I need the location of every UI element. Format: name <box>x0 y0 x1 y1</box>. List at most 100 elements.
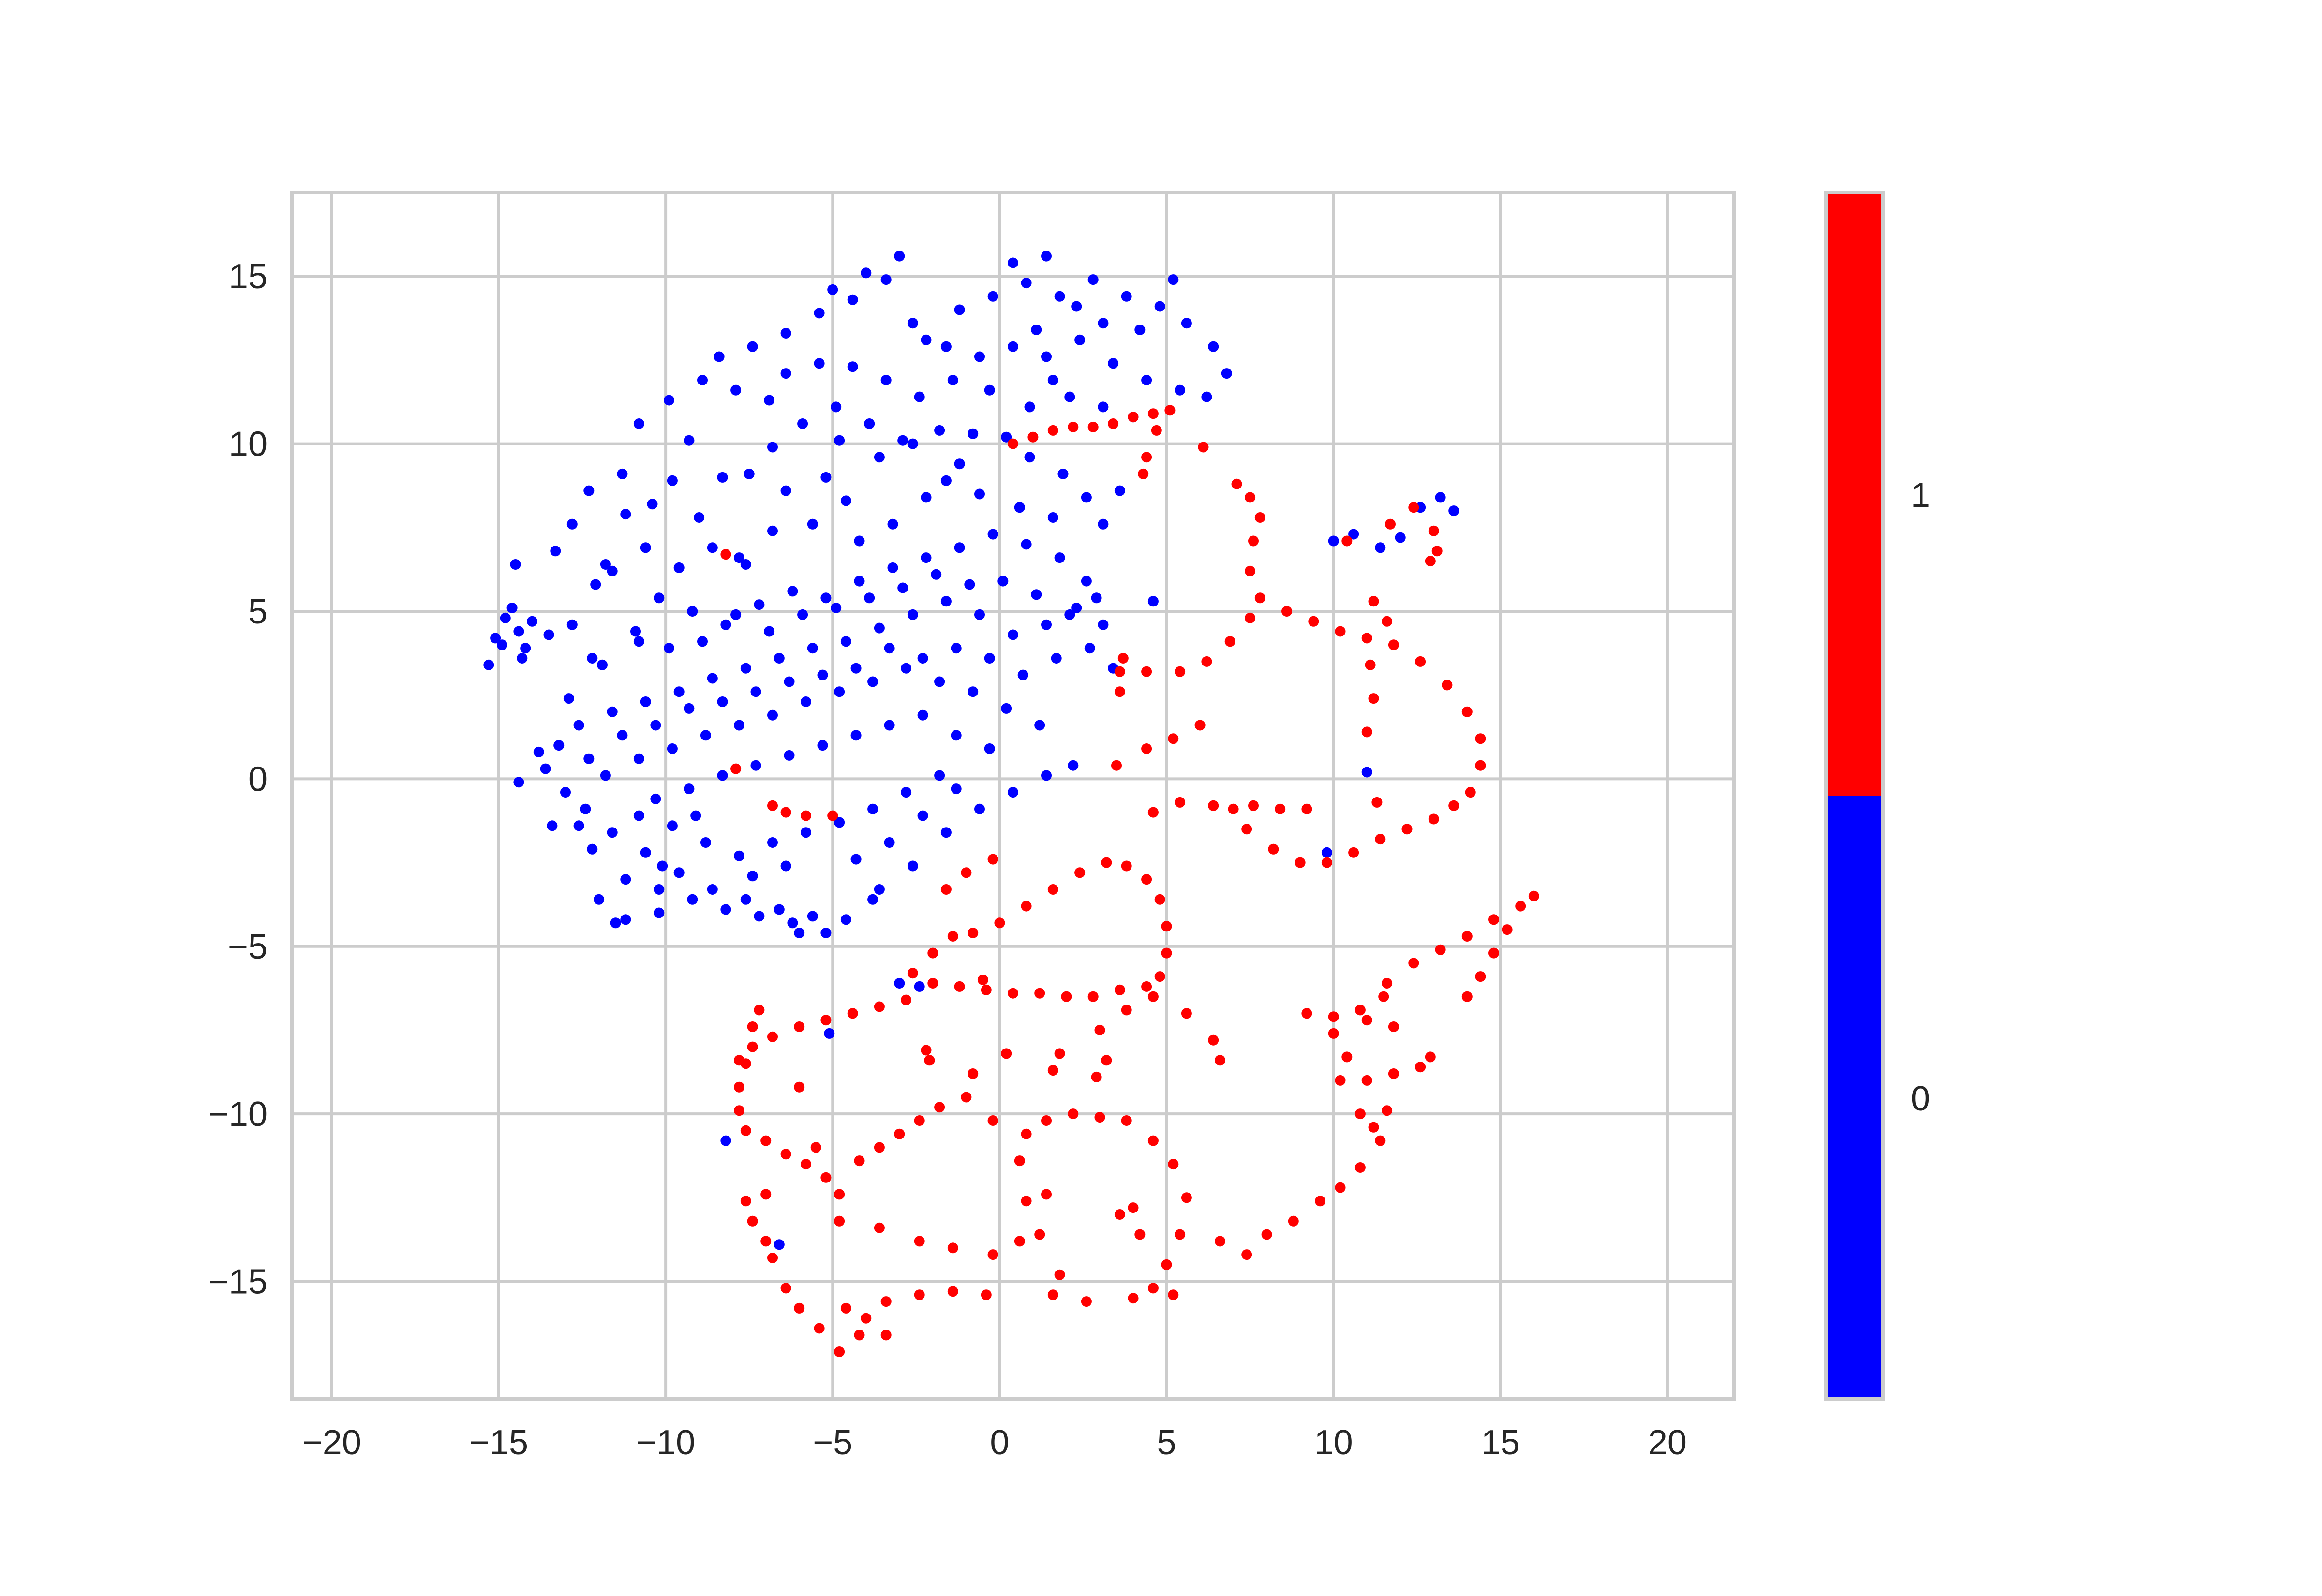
scatter-point-class-0 <box>563 693 574 704</box>
scatter-point-class-1 <box>1448 800 1459 811</box>
x-tick-label: −15 <box>469 1423 528 1462</box>
scatter-point-class-1 <box>794 1021 805 1032</box>
scatter-point-class-0 <box>566 619 578 630</box>
scatter-point-class-1 <box>760 1189 772 1200</box>
scatter-point-class-0 <box>874 884 885 895</box>
scatter-point-class-0 <box>867 676 878 687</box>
scatter-point-class-1 <box>747 1215 758 1227</box>
scatter-point-class-0 <box>754 911 765 922</box>
x-tick-label: −10 <box>636 1423 695 1462</box>
scatter-point-class-0 <box>620 914 631 925</box>
scatter-point-class-0 <box>684 435 695 446</box>
scatter-point-class-0 <box>1168 274 1179 285</box>
scatter-point-class-1 <box>820 1015 832 1026</box>
scatter-point-class-0 <box>717 472 728 483</box>
scatter-point-class-0 <box>1054 291 1065 302</box>
scatter-point-class-0 <box>697 375 708 385</box>
scatter-point-class-0 <box>784 750 795 761</box>
scatter-point-class-0 <box>987 291 998 302</box>
scatter-point-class-1 <box>1335 1182 1346 1193</box>
scatter-point-class-1 <box>1114 984 1125 995</box>
scatter-point-class-1 <box>1138 468 1149 479</box>
scatter-point-class-1 <box>1061 991 1072 1002</box>
scatter-point-class-1 <box>968 1068 979 1079</box>
scatter-point-class-0 <box>807 518 818 530</box>
scatter-point-class-1 <box>1147 408 1159 419</box>
scatter-point-class-0 <box>673 562 685 573</box>
scatter-point-class-0 <box>780 485 791 496</box>
scatter-point-class-1 <box>1108 418 1119 429</box>
scatter-point-class-1 <box>1047 1065 1058 1076</box>
scatter-point-class-0 <box>764 626 775 637</box>
scatter-point-class-1 <box>1161 947 1172 959</box>
scatter-point-class-0 <box>754 599 765 610</box>
scatter-point-class-1 <box>1128 1202 1139 1213</box>
scatter-point-class-1 <box>1528 890 1539 901</box>
scatter-point-class-1 <box>1068 421 1079 432</box>
scatter-point-class-0 <box>583 485 595 496</box>
scatter-point-class-1 <box>1368 1122 1379 1133</box>
scatter-point-class-0 <box>1054 552 1065 563</box>
scatter-point-class-1 <box>874 1001 885 1012</box>
scatter-point-class-0 <box>820 472 832 483</box>
scatter-point-class-0 <box>1008 257 1018 268</box>
scatter-point-class-0 <box>824 1028 835 1039</box>
scatter-point-class-1 <box>1147 1135 1159 1146</box>
scatter-point-class-0 <box>600 770 611 781</box>
scatter-point-class-0 <box>640 542 651 553</box>
scatter-point-class-1 <box>1021 1128 1032 1139</box>
scatter-point-class-1 <box>801 810 811 821</box>
scatter-point-class-0 <box>747 341 758 352</box>
scatter-point-class-1 <box>760 1135 772 1146</box>
scatter-point-class-0 <box>590 579 601 590</box>
scatter-point-class-0 <box>730 609 742 620</box>
scatter-point-class-0 <box>667 743 678 754</box>
scatter-point-class-1 <box>1341 1051 1353 1063</box>
scatter-point-class-1 <box>1121 860 1132 872</box>
scatter-point-class-0 <box>700 730 711 741</box>
scatter-point-class-0 <box>834 686 845 697</box>
scatter-point-class-1 <box>1091 1071 1102 1082</box>
scatter-point-class-0 <box>560 787 571 798</box>
scatter-point-class-1 <box>1361 633 1372 644</box>
scatter-point-class-0 <box>867 894 878 905</box>
scatter-point-class-0 <box>730 384 742 396</box>
scatter-point-class-0 <box>707 542 718 553</box>
scatter-point-class-0 <box>1068 760 1079 771</box>
y-axis-ticks: 15 10 5 0 −5 −10 −15 <box>208 257 268 1301</box>
scatter-point-class-1 <box>914 1289 925 1300</box>
scatter-point-class-1 <box>1475 971 1486 982</box>
scatter-point-class-1 <box>1502 924 1513 935</box>
scatter-point-class-0 <box>831 603 842 613</box>
scatter-point-class-0 <box>931 569 942 580</box>
scatter-point-class-1 <box>987 854 998 865</box>
scatter-point-class-1 <box>1008 988 1018 999</box>
scatter-point-class-0 <box>690 810 701 821</box>
scatter-point-class-0 <box>850 663 862 674</box>
scatter-point-class-0 <box>573 720 584 731</box>
scatter-point-class-0 <box>997 576 1009 587</box>
scatter-point-class-1 <box>1021 1196 1032 1207</box>
scatter-point-class-0 <box>547 820 558 831</box>
scatter-point-class-0 <box>687 606 698 617</box>
scatter-point-class-1 <box>947 1286 958 1297</box>
scatter-point-class-1 <box>1515 901 1526 912</box>
y-tick-label: 10 <box>229 425 268 464</box>
scatter-point-class-1 <box>947 1242 958 1254</box>
scatter-point-class-0 <box>513 626 524 637</box>
scatter-point-class-0 <box>917 653 928 664</box>
scatter-point-class-0 <box>834 817 845 828</box>
scatter-point-class-0 <box>1361 767 1372 778</box>
scatter-point-class-0 <box>964 579 975 590</box>
scatter-point-class-0 <box>947 375 958 385</box>
scatter-point-class-1 <box>1328 1011 1339 1022</box>
scatter-point-class-1 <box>1295 857 1306 868</box>
scatter-point-class-0 <box>1001 431 1012 443</box>
scatter-point-class-0 <box>907 318 918 329</box>
scatter-point-class-0 <box>657 860 668 872</box>
scatter-point-class-1 <box>1034 988 1045 999</box>
scatter-point-class-1 <box>901 994 912 1005</box>
scatter-point-class-0 <box>840 636 851 647</box>
scatter-point-class-0 <box>850 854 862 865</box>
